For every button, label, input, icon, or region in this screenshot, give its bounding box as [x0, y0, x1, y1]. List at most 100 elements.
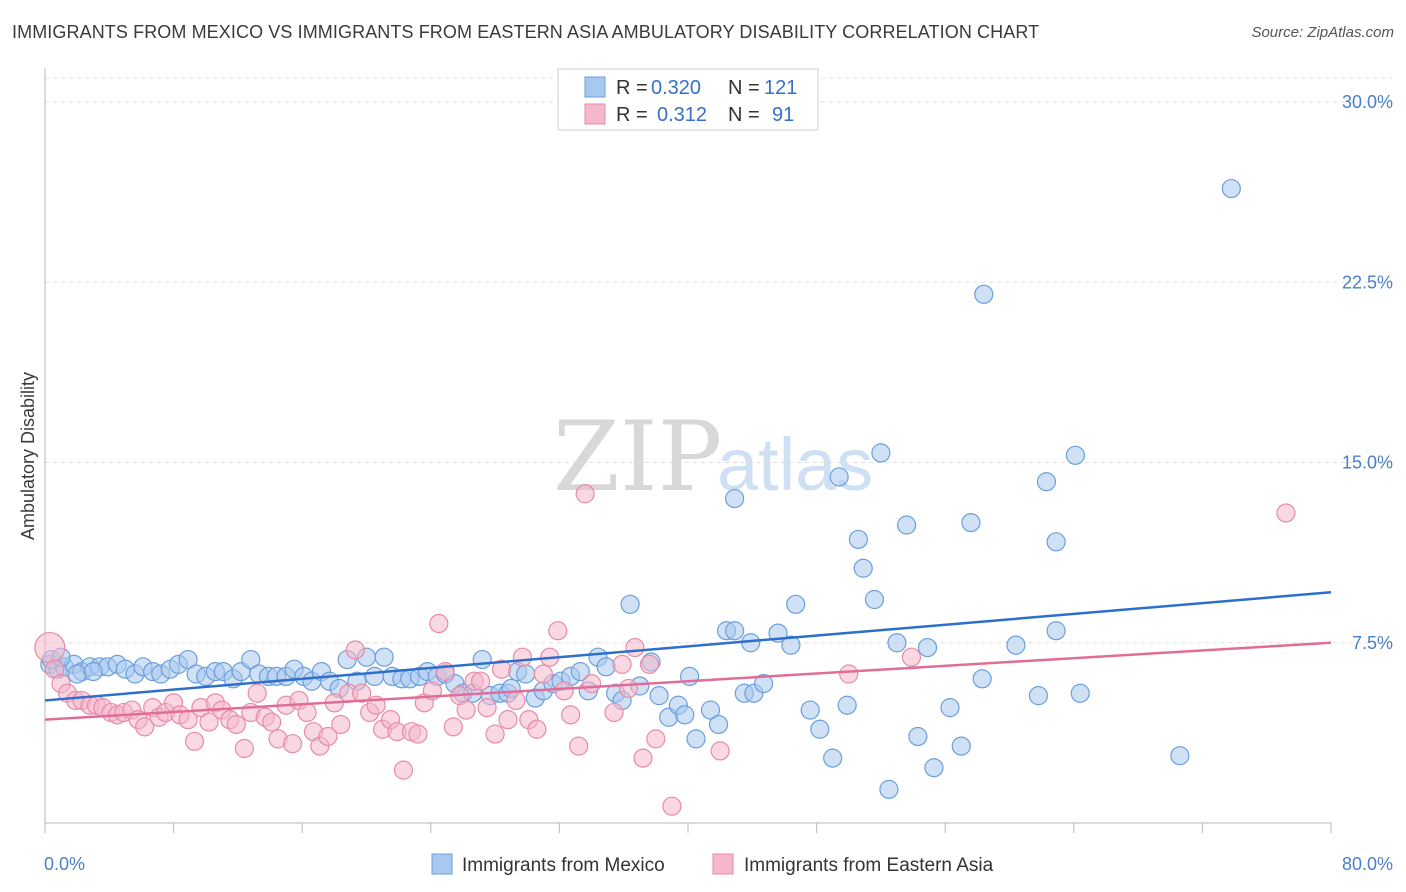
- eastern-asia-point: [548, 621, 568, 641]
- x-tick-label-0: 0.0%: [44, 854, 85, 874]
- eastern-asia-point: [408, 724, 428, 744]
- bottom-legend-label-mexico: Immigrants from Mexico: [462, 855, 665, 876]
- y-tick-label-2: 22.5%: [1342, 272, 1393, 292]
- mexico-point: [940, 698, 960, 718]
- mexico-point: [924, 758, 944, 778]
- mexico-point: [1046, 621, 1066, 641]
- tick-labels: 7.5% 15.0% 22.5% 30.0% 0.0% 80.0%: [44, 92, 1393, 874]
- mexico-point: [1070, 683, 1090, 703]
- mexico-point: [897, 515, 917, 535]
- mexico-point: [620, 594, 640, 614]
- trend-line-mexico: [44, 591, 1332, 702]
- mexico-point: [823, 748, 843, 768]
- legend-r-label-eastern-asia: R =: [616, 104, 648, 126]
- eastern-asia-point: [443, 717, 463, 737]
- eastern-asia-point: [318, 726, 338, 747]
- eastern-asia-point: [456, 700, 476, 720]
- eastern-asia-point: [352, 683, 372, 703]
- eastern-asia-point: [612, 654, 632, 674]
- series-eastern-asia: [34, 484, 1296, 816]
- mexico-point: [1028, 686, 1049, 706]
- eastern-asia-point: [710, 741, 730, 761]
- eastern-asia-point: [662, 796, 682, 816]
- eastern-asia-point: [184, 731, 205, 751]
- eastern-asia-point: [135, 717, 155, 737]
- mexico-point: [241, 649, 261, 670]
- eastern-asia-point: [604, 702, 624, 723]
- trend-lines: [44, 591, 1332, 721]
- mexico-point: [1006, 635, 1026, 655]
- mexico-point: [374, 647, 394, 667]
- mexico-point: [800, 700, 820, 720]
- mexico-point: [1046, 532, 1066, 552]
- mexico-point: [879, 779, 899, 799]
- eastern-asia-point: [561, 705, 581, 725]
- mexico-point: [649, 686, 669, 706]
- watermark: ZIP atlas: [553, 401, 873, 513]
- eastern-asia-point: [491, 659, 512, 679]
- gridlines: [45, 77, 1392, 644]
- mexico-point: [1065, 445, 1086, 465]
- eastern-asia-point: [199, 712, 219, 732]
- legend-swatch-eastern-asia: [584, 103, 606, 125]
- mexico-point: [1036, 472, 1057, 492]
- mexico-point: [725, 488, 745, 509]
- eastern-asia-point: [554, 681, 574, 701]
- legend-n-value-eastern-asia: 91: [772, 104, 794, 126]
- eastern-asia-point: [247, 683, 267, 703]
- chart-title: IMMIGRANTS FROM MEXICO VS IMMIGRANTS FRO…: [12, 22, 1040, 42]
- eastern-asia-point: [471, 671, 491, 691]
- mexico-point: [67, 664, 87, 684]
- eastern-asia-point: [477, 698, 497, 718]
- mexico-point: [1221, 178, 1241, 199]
- mexico-point: [725, 621, 745, 641]
- eastern-asia-point: [839, 664, 859, 684]
- eastern-asia-point: [575, 484, 595, 504]
- mexico-point: [972, 669, 992, 689]
- eastern-asia-point: [639, 654, 660, 674]
- eastern-asia-point: [506, 690, 526, 711]
- eastern-asia-point: [646, 729, 666, 749]
- mexico-point: [837, 695, 857, 715]
- y-axis-label: Ambulatory Disability: [18, 372, 38, 540]
- mexico-point: [708, 714, 729, 735]
- eastern-asia-point: [512, 647, 533, 667]
- eastern-asia-point: [618, 678, 639, 699]
- mexico-point: [853, 558, 873, 578]
- eastern-asia-point: [527, 719, 547, 739]
- legend-n-label-eastern-asia: N =: [728, 104, 760, 126]
- y-tick-label-1: 15.0%: [1342, 453, 1393, 473]
- eastern-asia-point: [569, 736, 589, 756]
- mexico-point: [675, 705, 695, 725]
- mexico-point: [974, 284, 994, 304]
- eastern-asia-point: [633, 748, 653, 768]
- mexico-point: [871, 443, 891, 463]
- legend-r-value-mexico: 0.320: [651, 77, 701, 99]
- bottom-legend-label-eastern-asia: Immigrants from Eastern Asia: [744, 855, 994, 876]
- mexico-point: [908, 726, 928, 747]
- mexico-point: [786, 594, 806, 614]
- mexico-point: [686, 729, 706, 749]
- mexico-point: [961, 512, 981, 533]
- y-tick-label-0: 7.5%: [1352, 633, 1393, 653]
- eastern-asia-point: [331, 714, 351, 735]
- mexico-point: [864, 589, 885, 610]
- legend-swatch-mexico: [584, 76, 606, 98]
- mexico-point: [1170, 746, 1190, 766]
- watermark-atlas: atlas: [717, 423, 873, 506]
- mexico-point: [887, 633, 907, 653]
- eastern-asia-point: [282, 734, 303, 754]
- mexico-point: [178, 649, 198, 670]
- eastern-asia-point: [226, 714, 246, 735]
- eastern-asia-point: [581, 674, 602, 694]
- series-legend: Immigrants from Mexico Immigrants from E…: [431, 853, 994, 876]
- mexico-point: [951, 736, 971, 756]
- mexico-point: [700, 700, 721, 720]
- eastern-asia-point: [901, 647, 922, 667]
- eastern-asia-point: [625, 637, 645, 658]
- x-tick-label-1: 80.0%: [1342, 854, 1393, 874]
- legend-n-label-mexico: N =: [728, 77, 760, 99]
- eastern-asia-point: [533, 664, 553, 684]
- mexico-point: [83, 661, 103, 682]
